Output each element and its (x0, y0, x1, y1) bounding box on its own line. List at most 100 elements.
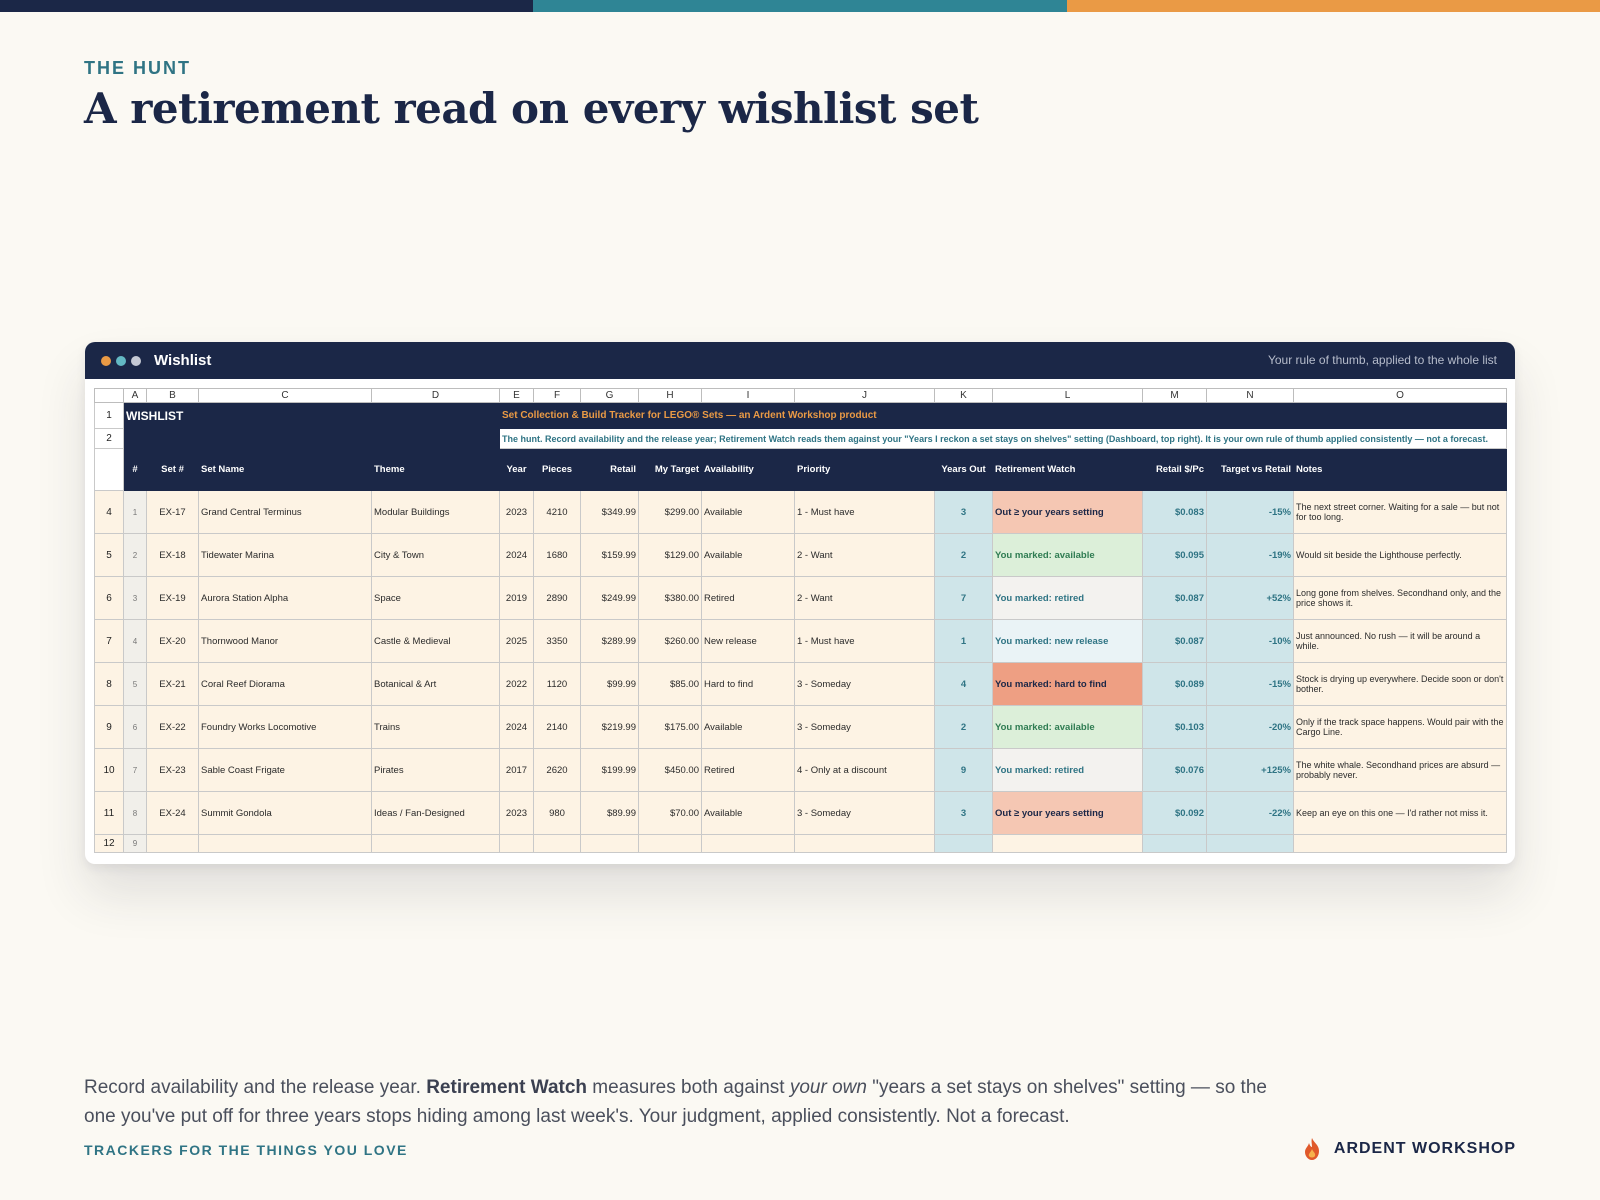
target-vs-retail-cell[interactable]: -15% (1206, 662, 1294, 706)
set-name-cell[interactable]: Thornwood Manor (198, 619, 372, 663)
target-vs-retail-cell[interactable]: +52% (1206, 576, 1294, 620)
notes-cell[interactable]: Long gone from shelves. Secondhand only,… (1293, 576, 1507, 620)
availability-cell[interactable]: Available (701, 533, 795, 577)
priority-cell[interactable]: 2 - Want (794, 533, 935, 577)
empty-cell[interactable] (638, 834, 702, 853)
notes-cell[interactable]: The white whale. Secondhand prices are a… (1293, 748, 1507, 792)
priority-cell[interactable]: 3 - Someday (794, 662, 935, 706)
column-header[interactable]: Year (499, 448, 534, 491)
row-index-cell[interactable]: 9 (123, 834, 147, 853)
column-header[interactable]: Target vs Retail (1206, 448, 1294, 491)
notes-cell[interactable]: Would sit beside the Lighthouse perfectl… (1293, 533, 1507, 577)
year-cell[interactable]: 2023 (499, 791, 534, 835)
set-number-cell[interactable]: EX-23 (146, 748, 199, 792)
target-cell[interactable]: $299.00 (638, 490, 702, 534)
target-cell[interactable]: $129.00 (638, 533, 702, 577)
retirement-watch-cell[interactable]: You marked: new release (992, 619, 1143, 663)
retirement-watch-cell[interactable]: Out ≥ your years setting (992, 490, 1143, 534)
availability-cell[interactable]: Retired (701, 748, 795, 792)
set-number-cell[interactable]: EX-24 (146, 791, 199, 835)
row-index-cell[interactable]: 6 (123, 705, 147, 749)
empty-cell[interactable] (146, 834, 199, 853)
target-vs-retail-cell[interactable]: -15% (1206, 490, 1294, 534)
target-vs-retail-cell[interactable]: -20% (1206, 705, 1294, 749)
sheet-hint-line[interactable]: The hunt. Record availability and the re… (499, 428, 1507, 449)
column-header[interactable]: Pieces (533, 448, 581, 491)
row-number[interactable]: 11 (94, 791, 124, 835)
column-letter-e[interactable]: E (499, 388, 534, 403)
notes-cell[interactable]: Stock is drying up everywhere. Decide so… (1293, 662, 1507, 706)
column-header[interactable]: Years Out (934, 448, 993, 491)
set-name-cell[interactable]: Grand Central Terminus (198, 490, 372, 534)
theme-cell[interactable]: City & Town (371, 533, 500, 577)
set-number-cell[interactable]: EX-20 (146, 619, 199, 663)
retail-cell[interactable]: $249.99 (580, 576, 639, 620)
row-number[interactable]: 9 (94, 705, 124, 749)
set-number-cell[interactable]: EX-19 (146, 576, 199, 620)
row-index-cell[interactable]: 7 (123, 748, 147, 792)
row-index-cell[interactable]: 1 (123, 490, 147, 534)
priority-cell[interactable]: 2 - Want (794, 576, 935, 620)
pieces-cell[interactable]: 1120 (533, 662, 581, 706)
set-number-cell[interactable]: EX-17 (146, 490, 199, 534)
years-out-cell[interactable]: 1 (934, 619, 993, 663)
availability-cell[interactable]: New release (701, 619, 795, 663)
row-index-cell[interactable]: 2 (123, 533, 147, 577)
theme-cell[interactable]: Castle & Medieval (371, 619, 500, 663)
priority-cell[interactable]: 1 - Must have (794, 619, 935, 663)
column-letter-f[interactable]: F (533, 388, 581, 403)
target-cell[interactable]: $260.00 (638, 619, 702, 663)
column-letter-o[interactable]: O (1293, 388, 1507, 403)
target-vs-retail-cell[interactable]: +125% (1206, 748, 1294, 792)
set-name-cell[interactable]: Tidewater Marina (198, 533, 372, 577)
column-header[interactable]: # (123, 448, 147, 491)
column-letter-k[interactable]: K (934, 388, 993, 403)
target-cell[interactable]: $450.00 (638, 748, 702, 792)
years-out-cell[interactable]: 3 (934, 490, 993, 534)
price-per-piece-cell[interactable]: $0.087 (1142, 619, 1207, 663)
row-number[interactable]: 1 (94, 402, 124, 429)
row-number[interactable]: 6 (94, 576, 124, 620)
row-number[interactable]: 3 (94, 448, 124, 491)
set-number-cell[interactable]: EX-21 (146, 662, 199, 706)
target-cell[interactable]: $70.00 (638, 791, 702, 835)
row-number[interactable]: 5 (94, 533, 124, 577)
target-vs-retail-cell[interactable]: -10% (1206, 619, 1294, 663)
price-per-piece-cell[interactable]: $0.095 (1142, 533, 1207, 577)
retail-cell[interactable]: $349.99 (580, 490, 639, 534)
empty-cell[interactable] (934, 834, 993, 853)
column-letter-n[interactable]: N (1206, 388, 1294, 403)
pieces-cell[interactable]: 980 (533, 791, 581, 835)
row-number[interactable]: 8 (94, 662, 124, 706)
theme-cell[interactable]: Botanical & Art (371, 662, 500, 706)
years-out-cell[interactable]: 2 (934, 533, 993, 577)
retirement-watch-cell[interactable]: Out ≥ your years setting (992, 791, 1143, 835)
set-name-cell[interactable]: Coral Reef Diorama (198, 662, 372, 706)
target-cell[interactable]: $380.00 (638, 576, 702, 620)
row-index-cell[interactable]: 4 (123, 619, 147, 663)
set-name-cell[interactable]: Sable Coast Frigate (198, 748, 372, 792)
target-vs-retail-cell[interactable]: -22% (1206, 791, 1294, 835)
set-number-cell[interactable]: EX-22 (146, 705, 199, 749)
retirement-watch-cell[interactable]: You marked: hard to find (992, 662, 1143, 706)
column-header[interactable]: Set Name (198, 448, 372, 491)
column-letter-g[interactable]: G (580, 388, 639, 403)
notes-cell[interactable]: Keep an eye on this one — I'd rather not… (1293, 791, 1507, 835)
column-header[interactable]: Set # (146, 448, 199, 491)
pieces-cell[interactable]: 2620 (533, 748, 581, 792)
column-letter-j[interactable]: J (794, 388, 935, 403)
row-index-cell[interactable]: 8 (123, 791, 147, 835)
retirement-watch-cell[interactable]: You marked: available (992, 705, 1143, 749)
years-out-cell[interactable]: 4 (934, 662, 993, 706)
target-vs-retail-cell[interactable]: -19% (1206, 533, 1294, 577)
set-name-cell[interactable]: Summit Gondola (198, 791, 372, 835)
column-letter-b[interactable]: B (146, 388, 199, 403)
column-header[interactable]: Notes (1293, 448, 1507, 491)
theme-cell[interactable]: Ideas / Fan-Designed (371, 791, 500, 835)
year-cell[interactable]: 2017 (499, 748, 534, 792)
column-header[interactable]: Retirement Watch (992, 448, 1143, 491)
empty-cell[interactable] (371, 834, 500, 853)
pieces-cell[interactable]: 1680 (533, 533, 581, 577)
column-header[interactable]: Retail (580, 448, 639, 491)
theme-cell[interactable]: Space (371, 576, 500, 620)
